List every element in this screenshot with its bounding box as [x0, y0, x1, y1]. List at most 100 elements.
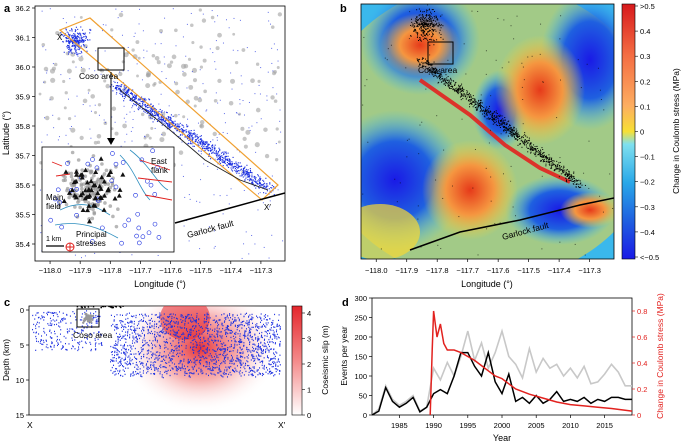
stress-colorbar-tick: >0.5: [640, 2, 655, 11]
panel-c-ylabel: Depth (km): [1, 339, 11, 381]
panel-a-xtick: −117.5: [189, 266, 212, 275]
panel-c-ytick: 10: [16, 376, 24, 385]
panel-d-xlabel: Year: [493, 433, 511, 443]
panel-a-xtick: −117.4: [219, 266, 242, 275]
panel-a-ytick: 35.8: [15, 122, 30, 131]
stress-colorbar-tick: −0.2: [640, 178, 655, 187]
panel-b: b Coso area Garlock fault −118.0 −117.9 −1…: [340, 2, 681, 289]
series-line-1: [371, 349, 632, 416]
slip-colorbar-tick: 2: [307, 360, 311, 369]
panel-d-ytick: 200: [354, 333, 367, 342]
panel-d-xtick: 2000: [494, 421, 511, 430]
panel-d-xtick: 1990: [425, 421, 442, 430]
panel-a-coso-label: Coso area: [79, 71, 118, 81]
slip-colorbar-tick: 1: [307, 386, 311, 395]
panel-d-xtick: 2010: [562, 421, 579, 430]
inset-principal-stresses: Principal stresses: [76, 230, 107, 248]
panel-a-ytick: 35.9: [15, 93, 30, 102]
panel-c-coso-label: Coso area: [73, 330, 112, 340]
panel-c-ytick: 15: [16, 411, 24, 420]
panel-d-y2tick: 0.8: [637, 307, 647, 316]
panel-d-y2tick: 0: [637, 411, 641, 420]
panel-b-xtick: −117.3: [578, 266, 601, 275]
panel-d-series: [371, 310, 633, 416]
slip-colorbar-tick: 0: [307, 411, 311, 420]
panel-a-xtick: −117.9: [69, 266, 92, 275]
panel-a-y-axis: 36.2 36.1 36.0 35.9 35.8 35.7 35.6 35.5 35.4: [15, 4, 35, 249]
panel-b-xtick: −117.4: [548, 266, 571, 275]
panel-b-xtick: −117.8: [426, 266, 449, 275]
panel-d-ytick: 150: [354, 353, 367, 362]
panel-c-y-axis: 0 5 10 15: [16, 306, 29, 420]
panel-c-letter: c: [4, 297, 10, 309]
stress-colorbar-tick: −0.3: [640, 203, 655, 212]
panel-d-y2tick: 0.6: [637, 333, 647, 342]
slip-colorbar-tick: 4: [307, 309, 311, 318]
panel-b-seismicity: [362, 4, 614, 256]
panel-d-ylabel-right: Change in Coulomb stress (MPa): [655, 293, 665, 419]
slip-colorbar-label: Coseismic slip (m): [320, 325, 330, 395]
inset-scale-bar: 1 km: [46, 236, 61, 243]
slip-colorbar: [291, 305, 303, 416]
panel-d-x-axis: 1985 1990 1995 2000 2005 2010 2015: [391, 415, 613, 430]
panel-b-coso-box: [427, 41, 454, 65]
panel-b-xtick: −117.5: [517, 266, 540, 275]
inset-east-flank: East flank: [151, 157, 169, 175]
stress-colorbar-tick: −0.1: [640, 153, 655, 162]
stress-colorbar-tick: 0.3: [640, 52, 650, 61]
panel-a-ytick: 35.4: [15, 240, 30, 249]
panel-b-xtick: −117.9: [395, 266, 418, 275]
panel-b-x-axis: −118.0 −117.9 −117.8 −117.7 −117.6 −117.5 −117…: [365, 259, 601, 275]
panel-d-xtick: 1985: [391, 421, 408, 430]
panel-a-ytick: 36.2: [15, 4, 30, 13]
panel-d-ytick: 0: [363, 411, 367, 420]
stress-colorbar-tick: <−0.5: [640, 253, 659, 262]
stress-colorbar-label: Change in Coulomb stress (MPa): [671, 68, 681, 194]
stress-colorbar-tick: 0.4: [640, 27, 650, 36]
panel-a-trace-box: [58, 17, 279, 201]
stress-colorbar: [621, 3, 636, 260]
panel-d-ytick: 300: [354, 294, 367, 303]
panel-a-inset: East flank Main field 1 km Principal stress…: [41, 146, 175, 253]
panel-b-xtick: −118.0: [365, 266, 388, 275]
panel-c-x-right: X′: [278, 420, 286, 430]
panel-b-xtick: −117.7: [456, 266, 479, 275]
panel-b-xlabel: Longitude (°): [461, 279, 513, 289]
panel-b-garlock-fault: [409, 197, 614, 251]
stress-colorbar-tick: 0.2: [640, 77, 650, 86]
panel-d-ytick: 100: [354, 372, 367, 381]
panel-a-xtick: −117.3: [250, 266, 273, 275]
panel-a-garlock-fault: [174, 192, 285, 224]
panel-a-ytick: 36.1: [15, 34, 30, 43]
panel-c-x-left: X: [27, 420, 33, 430]
panel-d-y2-axis: 0 0.2 0.4 0.6 0.8: [632, 307, 647, 420]
panel-a-ytick: 35.7: [15, 152, 30, 161]
panel-a-coso-box: [97, 47, 125, 71]
panel-a-xtick: −118.0: [39, 266, 62, 275]
stress-colorbar-ticks: >0.5 0.4 0.3 0.2 0.1 0 −0.1 −0.2 −0.3 −0.4 <−0.5: [635, 2, 659, 262]
panel-a-ytick: 36.0: [15, 63, 30, 72]
panel-a-ylabel: Latitude (°): [1, 111, 11, 155]
stress-colorbar-tick: 0: [640, 128, 644, 137]
panel-d-y-axis: 0 50 100 150 200 250 300: [354, 294, 372, 420]
panel-a-xlabel: Longitude (°): [134, 279, 186, 289]
panel-b-letter: b: [340, 3, 347, 15]
panel-a-letter: a: [4, 3, 11, 15]
panel-b-frame: [360, 3, 615, 260]
panel-d-y2tick: 0.4: [637, 359, 647, 368]
panel-a-x-axis: −118.0 −117.9 −117.8 −117.7 −117.6 −117.5 −117…: [39, 261, 272, 275]
panel-d-ytick: 50: [359, 392, 367, 401]
panel-a-xprime-marker: X′: [264, 203, 271, 212]
panel-c-coso-box: [76, 308, 100, 328]
series-line-2: [429, 310, 633, 416]
panel-d-xtick: 2005: [528, 421, 545, 430]
panel-d-y2tick: 0.2: [637, 385, 647, 394]
stress-colorbar-tick: 0.1: [640, 102, 650, 111]
panel-b-xtick: −117.6: [487, 266, 510, 275]
panel-a-ytick: 35.6: [15, 181, 30, 190]
panel-a-xtick: −117.8: [99, 266, 122, 275]
panel-d-xtick: 1995: [459, 421, 476, 430]
panel-c-seismicity: [32, 306, 281, 379]
